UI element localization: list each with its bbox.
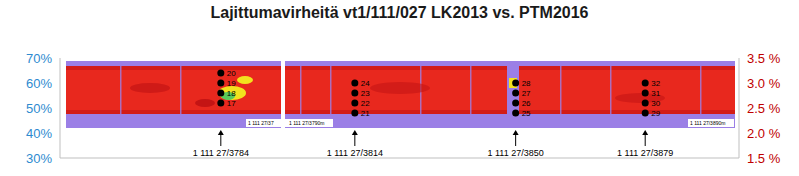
svg-text:50%: 50% <box>26 101 52 116</box>
svg-text:23: 23 <box>361 89 370 98</box>
svg-text:3.5 %: 3.5 % <box>747 51 781 66</box>
svg-text:1 111 27/3784: 1 111 27/3784 <box>193 148 249 158</box>
svg-text:24: 24 <box>361 79 370 88</box>
svg-text:60%: 60% <box>26 76 52 91</box>
svg-text:31: 31 <box>651 89 660 98</box>
svg-text:1 111 27/3814: 1 111 27/3814 <box>327 148 383 158</box>
svg-text:1.5 %: 1.5 % <box>747 151 781 166</box>
svg-text:2.5 %: 2.5 % <box>747 101 781 116</box>
svg-text:18: 18 <box>227 89 236 98</box>
svg-text:26: 26 <box>522 99 531 108</box>
svg-text:32: 32 <box>651 79 660 88</box>
svg-text:40%: 40% <box>26 126 52 141</box>
svg-text:1 111 27/3879: 1 111 27/3879 <box>617 148 673 158</box>
svg-text:28: 28 <box>522 79 531 88</box>
svg-text:27: 27 <box>522 89 531 98</box>
svg-text:3.0 %: 3.0 % <box>747 76 781 91</box>
svg-text:20: 20 <box>227 69 236 78</box>
svg-text:25: 25 <box>522 109 531 118</box>
svg-text:30: 30 <box>651 99 660 108</box>
svg-text:22: 22 <box>361 99 370 108</box>
svg-text:1 111 27/3850: 1 111 27/3850 <box>488 148 544 158</box>
svg-text:1 111 27/37: 1 111 27/37 <box>248 120 274 126</box>
svg-text:2.0 %: 2.0 % <box>747 126 781 141</box>
svg-text:21: 21 <box>361 109 370 118</box>
html-text:Lajittumavirheitä vt1/111/027: Lajittumavirheitä vt1/111/027 LK2013 vs.… <box>210 4 589 21</box>
svg-text:17: 17 <box>227 99 236 108</box>
svg-text:1 111 27/3890m: 1 111 27/3890m <box>690 120 725 126</box>
svg-text:70%: 70% <box>26 51 52 66</box>
svg-text:29: 29 <box>651 109 660 118</box>
svg-text:30%: 30% <box>26 151 52 166</box>
svg-text:1 111 27/3790m: 1 111 27/3790m <box>289 120 324 126</box>
svg-text:19: 19 <box>227 79 236 88</box>
